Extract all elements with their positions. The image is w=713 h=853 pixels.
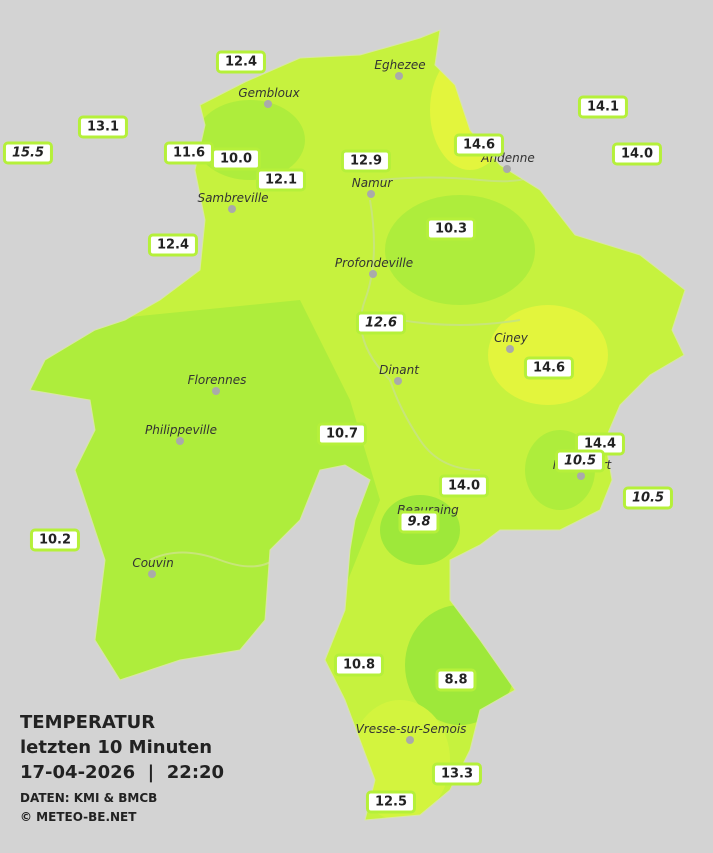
station-value: 12.6 xyxy=(355,311,407,335)
station-value: 10.5 xyxy=(554,449,606,473)
city-label: Eghezee xyxy=(374,58,426,72)
station-value: 10.8 xyxy=(333,653,385,677)
station-value: 15.5 xyxy=(2,141,54,165)
city-label: Couvin xyxy=(132,556,174,570)
station-value: 12.9 xyxy=(340,149,392,173)
city-label: Florennes xyxy=(187,373,247,387)
station-value: 11.6 xyxy=(163,141,215,165)
city-label: Philippeville xyxy=(145,423,217,437)
city-label: Namur xyxy=(351,176,393,190)
station-value: 14.6 xyxy=(523,356,575,380)
station-value: 12.4 xyxy=(147,233,199,257)
station-value: 12.4 xyxy=(215,50,267,74)
city-dot xyxy=(406,736,414,744)
city-dot xyxy=(176,437,184,445)
station-value: 14.0 xyxy=(438,474,490,498)
timestamp: 17-04-2026 | 22:20 xyxy=(20,762,225,783)
city-dot xyxy=(264,100,272,108)
city-dot xyxy=(394,377,402,385)
city-dot xyxy=(367,190,375,198)
city-dot xyxy=(228,205,236,213)
station-value: 10.0 xyxy=(210,147,262,171)
station-value: 14.6 xyxy=(453,133,505,157)
city-dot xyxy=(148,570,156,578)
title: TEMPERATUR xyxy=(20,712,156,733)
copyright: © METEO-BE.NET xyxy=(20,810,137,824)
station-value: 13.1 xyxy=(77,115,129,139)
city-label: Profondeville xyxy=(334,256,414,270)
city-dot xyxy=(395,72,403,80)
city-label: Ciney xyxy=(494,331,528,345)
station-value: 9.8 xyxy=(398,510,440,534)
city-label: Vresse-sur-Semois xyxy=(355,722,467,736)
station-value: 14.0 xyxy=(611,142,663,166)
city-dot xyxy=(212,387,220,395)
city-label: Dinant xyxy=(379,363,419,377)
station-value: 10.2 xyxy=(29,528,81,552)
station-value: 8.8 xyxy=(435,668,477,692)
station-value: 12.1 xyxy=(255,168,307,192)
province-outline xyxy=(29,29,686,821)
station-value: 13.3 xyxy=(431,762,483,786)
city-label: Gembloux xyxy=(238,86,300,100)
source: DATEN: KMI & BMCB xyxy=(20,791,158,805)
subtitle: letzten 10 Minuten xyxy=(20,737,213,758)
station-value: 10.3 xyxy=(425,217,477,241)
city-dot xyxy=(369,270,377,278)
city-dot xyxy=(506,345,514,353)
station-value: 14.1 xyxy=(577,95,629,119)
city-dot xyxy=(577,472,585,480)
station-value: 12.5 xyxy=(365,790,417,814)
city-label: Sambreville xyxy=(197,191,269,205)
station-value: 10.5 xyxy=(622,486,674,510)
city-dot xyxy=(503,165,511,173)
station-value: 10.7 xyxy=(316,422,368,446)
